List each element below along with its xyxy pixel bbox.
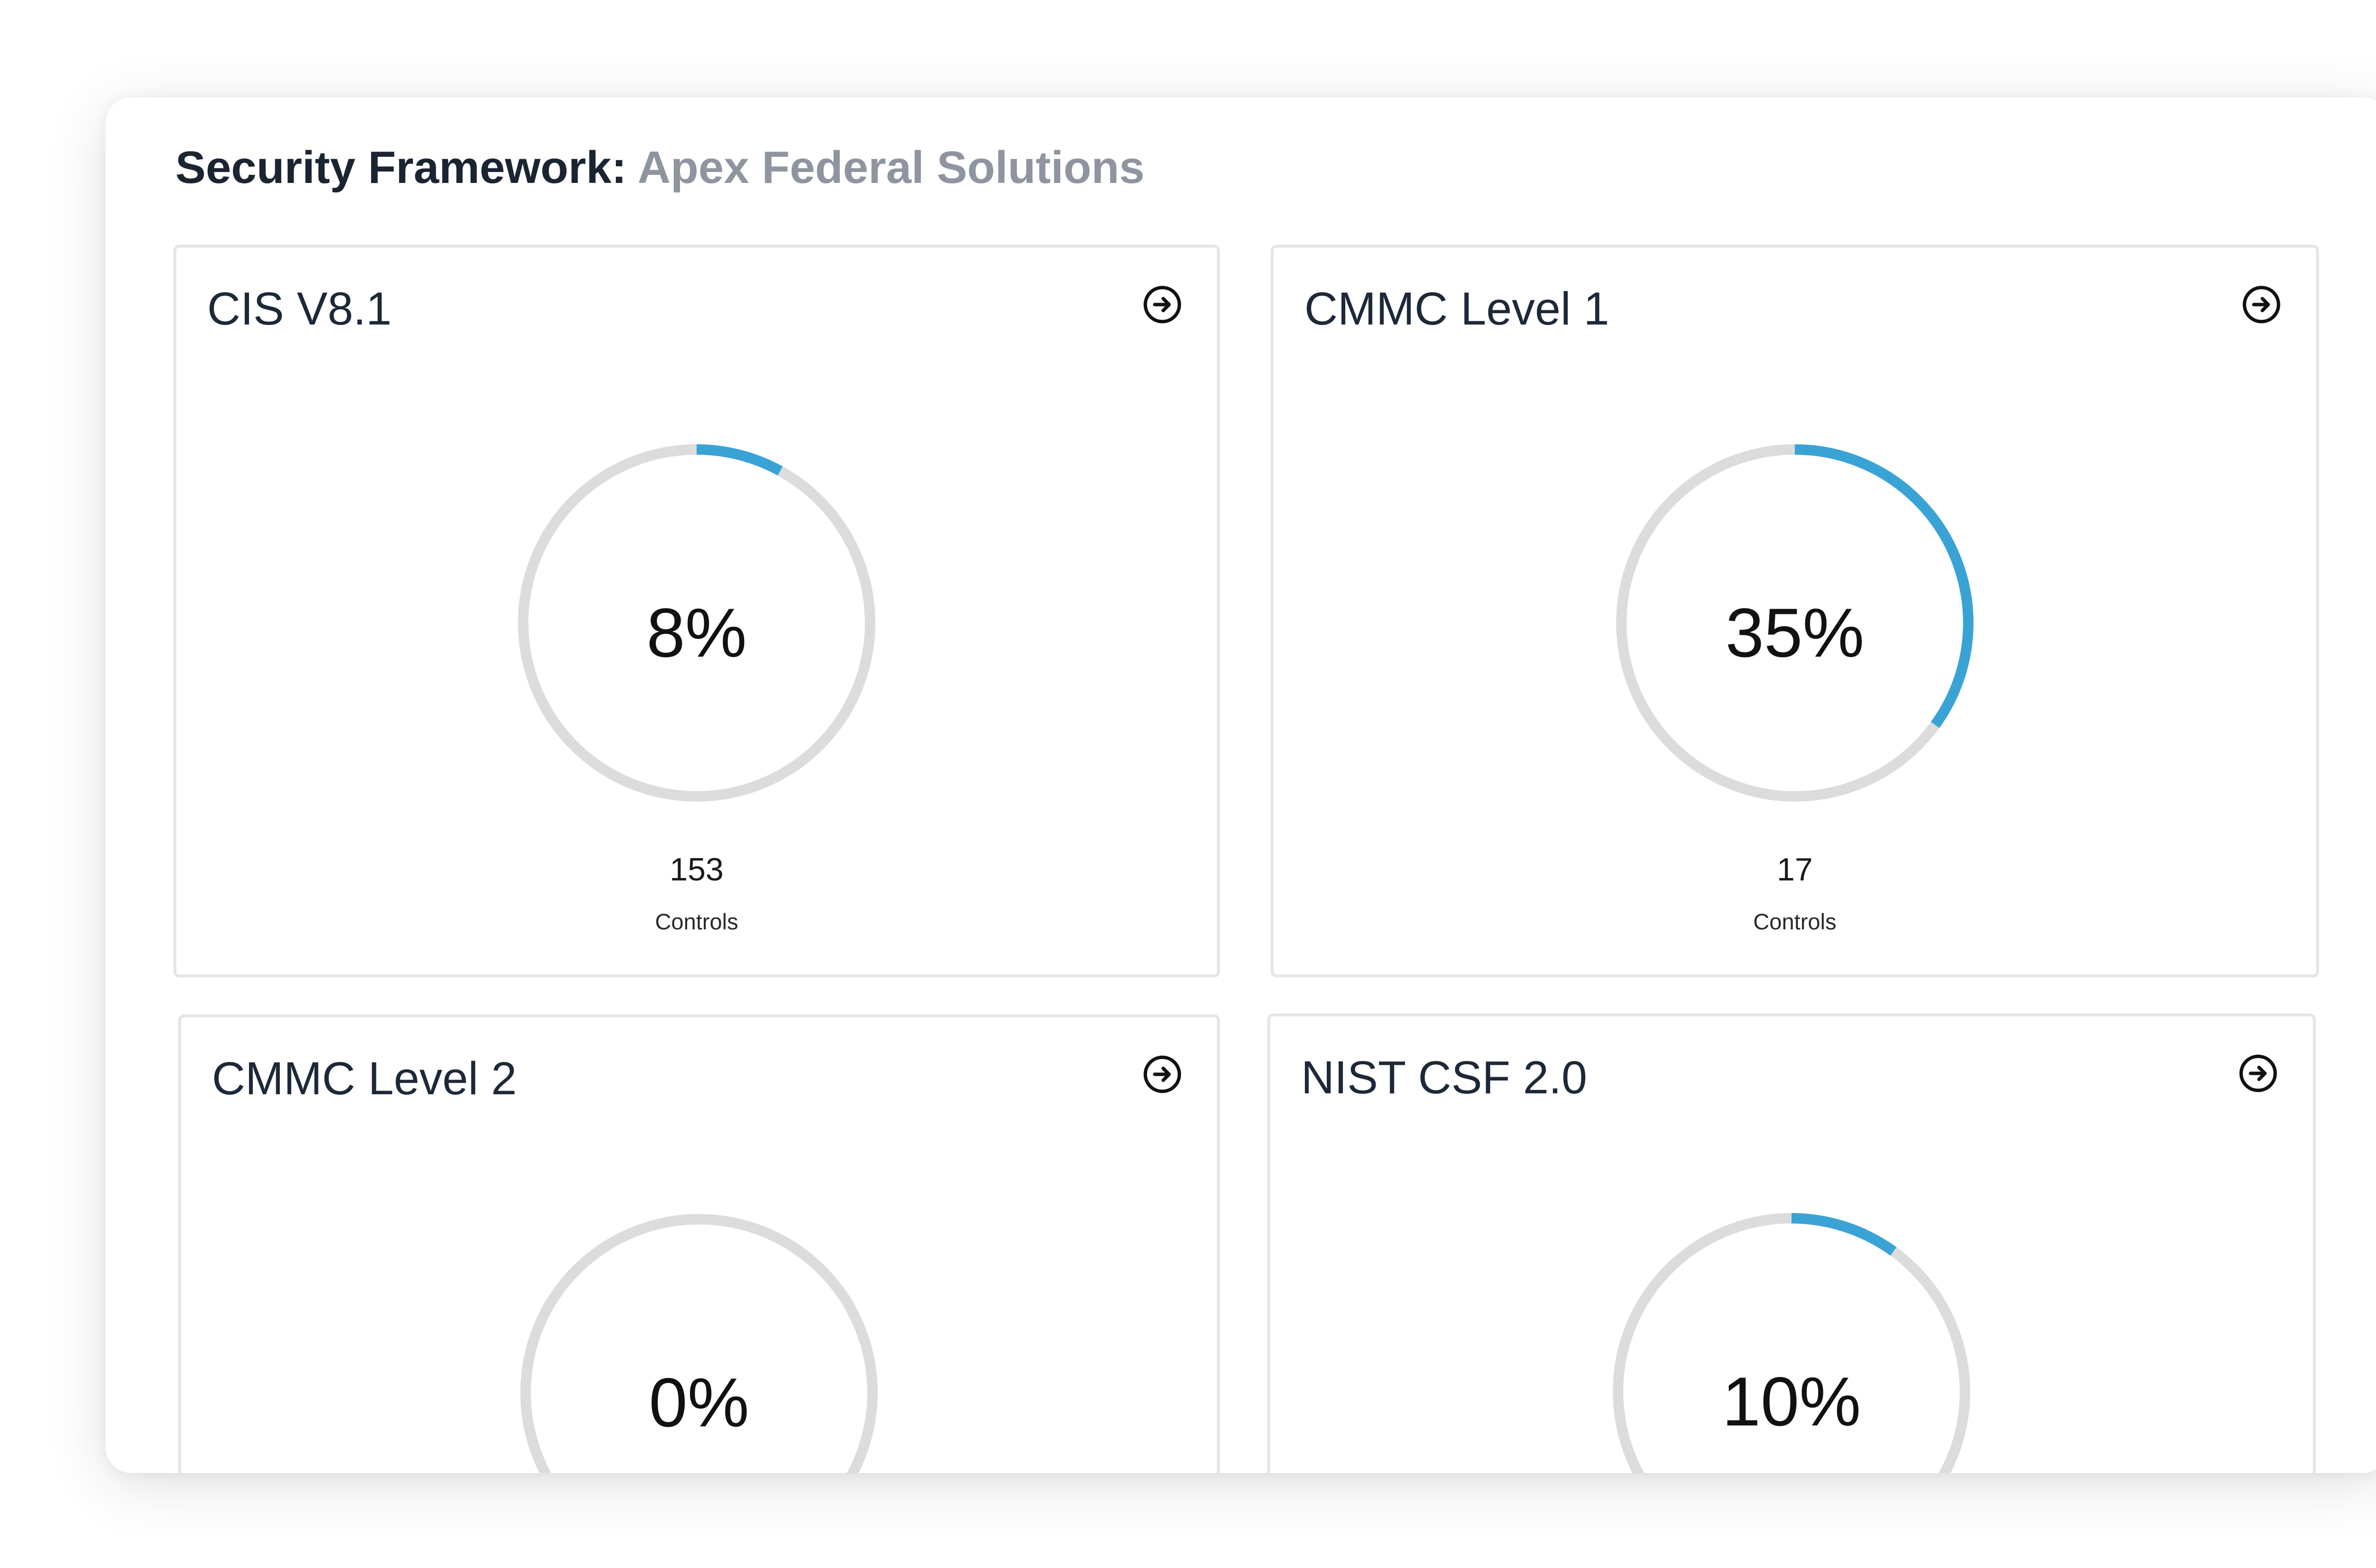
page-title-label: Security Framework: xyxy=(175,142,627,193)
framework-card-nist-csf: NIST CSF 2.0 10% xyxy=(1267,1013,2316,1473)
compliance-ring xyxy=(518,444,875,802)
framework-card-cis: CIS V8.1 8% 153 Controls xyxy=(173,245,1220,977)
compliance-ring xyxy=(520,1214,878,1473)
arrow-right-circle-icon xyxy=(2242,286,2280,324)
security-framework-panel: Security Framework: Apex Federal Solutio… xyxy=(105,97,2376,1473)
framework-name: CMMC Level 2 xyxy=(212,1052,517,1104)
gauge-progress xyxy=(518,444,875,802)
framework-card-cmmc-level-2: CMMC Level 2 0% xyxy=(178,1014,1220,1473)
open-framework-button[interactable] xyxy=(1142,1054,1183,1095)
page-title: Security Framework: Apex Federal Solutio… xyxy=(175,145,1145,191)
controls-count: 153 xyxy=(670,851,724,888)
open-framework-button[interactable] xyxy=(2241,284,2282,325)
compliance-percent: 10% xyxy=(1722,1363,1861,1440)
compliance-gauge: 35% xyxy=(1610,438,1980,808)
framework-card-cmmc-level-1: CMMC Level 1 35% 17 Controls xyxy=(1271,245,2319,977)
compliance-gauge: 8% xyxy=(511,438,882,808)
arrow-right-circle-icon xyxy=(2239,1054,2277,1092)
gauge-progress xyxy=(1613,1213,1970,1473)
controls-label: Controls xyxy=(655,909,738,934)
gauge-track xyxy=(520,1214,878,1473)
controls-label: Controls xyxy=(1753,909,1837,934)
gauge-progress xyxy=(1616,444,1974,802)
compliance-percent: 35% xyxy=(1725,594,1865,671)
organization-name: Apex Federal Solutions xyxy=(637,142,1145,193)
compliance-percent: 0% xyxy=(649,1364,749,1441)
open-framework-button[interactable] xyxy=(2238,1053,2279,1094)
compliance-ring xyxy=(1613,1213,1970,1473)
controls-count: 17 xyxy=(1777,851,1813,888)
open-framework-button[interactable] xyxy=(1142,284,1183,325)
arrow-right-circle-icon xyxy=(1143,286,1181,324)
framework-name: CMMC Level 1 xyxy=(1304,283,1610,335)
arrow-right-circle-icon xyxy=(1143,1055,1181,1093)
compliance-percent: 8% xyxy=(646,594,747,671)
framework-name: CIS V8.1 xyxy=(207,283,392,335)
framework-name: NIST CSF 2.0 xyxy=(1301,1052,1587,1103)
compliance-gauge: 10% xyxy=(1606,1206,1977,1473)
compliance-ring xyxy=(1616,444,1974,802)
compliance-gauge: 0% xyxy=(514,1207,884,1473)
